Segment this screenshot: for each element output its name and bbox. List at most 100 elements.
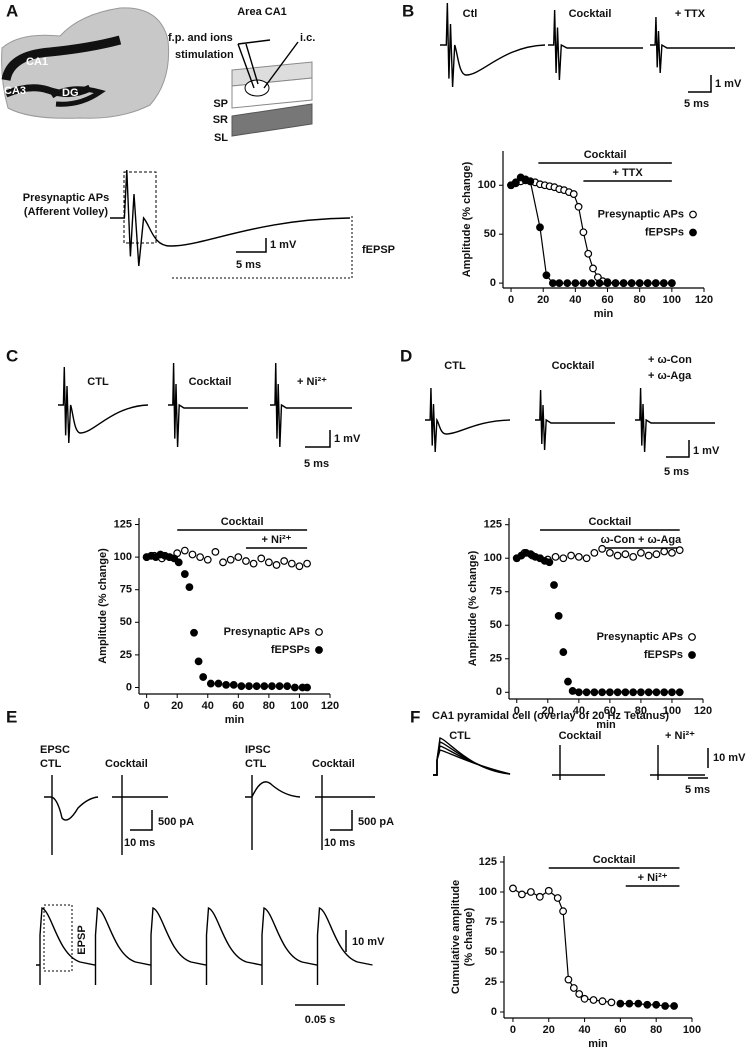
data-point <box>252 682 261 691</box>
data-point <box>579 228 588 237</box>
scale-label: 500 pA <box>358 816 394 828</box>
data-point <box>675 546 684 555</box>
data-point <box>188 550 197 559</box>
data-point <box>222 680 230 689</box>
data-point <box>660 688 669 697</box>
electrode-label: stimulation <box>175 49 234 61</box>
y-tick-label: 100 <box>479 886 497 898</box>
data-point <box>625 999 634 1008</box>
y-tick-label: 100 <box>484 552 502 564</box>
data-point <box>661 1002 670 1010</box>
legend-label: fEPSPs <box>645 226 684 238</box>
data-point <box>268 682 276 691</box>
y-tick-label: 25 <box>490 653 502 665</box>
x-tick-label: 100 <box>663 705 681 717</box>
data-point <box>203 555 212 564</box>
data-point <box>295 562 304 571</box>
trace <box>245 775 301 850</box>
x-tick-label: 100 <box>290 700 308 712</box>
data-point <box>303 559 311 568</box>
x-tick-label: 80 <box>634 294 646 306</box>
data-point <box>675 688 684 697</box>
x-tick-label: 20 <box>537 294 549 306</box>
scale-label: 5 ms <box>664 466 689 478</box>
x-tick-label: 80 <box>635 705 647 717</box>
panel-label: A <box>6 1 18 20</box>
data-point <box>574 688 583 697</box>
data-point <box>548 279 557 288</box>
panel-label: E <box>6 707 17 726</box>
trace-label: (Afferent Volley) <box>24 206 108 218</box>
data-point <box>590 688 599 697</box>
x-tick-label: 40 <box>202 700 214 712</box>
x-tick-label: 120 <box>694 705 712 717</box>
y-tick-label: 100 <box>114 551 132 563</box>
treatment-label: Cocktail <box>221 516 264 528</box>
data-point <box>627 279 636 288</box>
data-point <box>283 682 292 691</box>
data-point <box>613 688 622 697</box>
trace <box>635 387 715 453</box>
data-point <box>619 279 628 288</box>
data-point <box>550 581 558 589</box>
data-point <box>607 998 616 1007</box>
x-axis-label: min <box>596 719 616 731</box>
scale-label: 1 mV <box>334 433 361 445</box>
data-point <box>280 557 289 565</box>
data-point <box>660 547 669 556</box>
y-axis-label: Amplitude (% change) <box>97 548 109 664</box>
data-point <box>564 975 573 984</box>
data-point <box>194 657 203 666</box>
scale-label: 1 mV <box>693 445 720 457</box>
trace <box>552 745 605 780</box>
y-tick-label: 75 <box>490 586 502 598</box>
trace <box>650 745 705 780</box>
data-point <box>290 683 299 692</box>
data-point <box>511 178 520 187</box>
data-point <box>579 279 588 288</box>
y-tick-label: 50 <box>490 619 502 631</box>
data-point <box>526 177 535 186</box>
scale-bar <box>330 810 353 831</box>
condition-label: + TTX <box>675 8 706 20</box>
x-tick-label: 40 <box>573 705 585 717</box>
condition-label: Cocktail <box>552 360 595 372</box>
data-point <box>264 558 273 567</box>
trace <box>168 362 248 448</box>
y-tick-label: 75 <box>120 584 132 596</box>
data-point <box>605 548 614 557</box>
data-point <box>575 990 584 998</box>
condition-label: Cocktail <box>569 8 612 20</box>
trace <box>315 775 375 850</box>
y-axis-label: Amplitude (% change) <box>467 550 479 666</box>
x-tick-label: 0 <box>508 294 514 306</box>
data-point <box>635 279 644 288</box>
data-point <box>598 997 607 1006</box>
y-tick-label: 100 <box>478 179 496 191</box>
x-axis-label: min <box>594 308 614 320</box>
condition-label: Ctl <box>463 8 478 20</box>
trace <box>650 16 735 74</box>
data-point <box>180 570 189 578</box>
scale-bar <box>236 238 267 253</box>
data-point <box>643 1000 652 1009</box>
electrode-label: i.c. <box>300 32 315 44</box>
data-point <box>574 552 583 561</box>
data-point <box>226 555 235 564</box>
scale-label: 10 ms <box>124 837 155 849</box>
x-tick-label: 20 <box>542 705 554 717</box>
scale-label: 0.05 s <box>305 1014 336 1026</box>
data-point <box>219 558 227 567</box>
y-tick-label: 0 <box>496 686 502 698</box>
y-tick-label: 0 <box>491 1006 497 1018</box>
region-label: DG <box>62 87 79 99</box>
legend-label: Presynaptic APs <box>224 626 310 638</box>
treatment-label: ω-Con + ω-Aga <box>601 534 682 546</box>
legend-label: Presynaptic APs <box>598 208 684 220</box>
x-tick-label: 120 <box>695 294 713 306</box>
scale-label: 5 ms <box>685 784 710 796</box>
electrode <box>237 39 299 89</box>
layer-label: SR <box>213 114 228 126</box>
data-point <box>603 279 612 288</box>
treatment-label: Cocktail <box>584 149 627 161</box>
